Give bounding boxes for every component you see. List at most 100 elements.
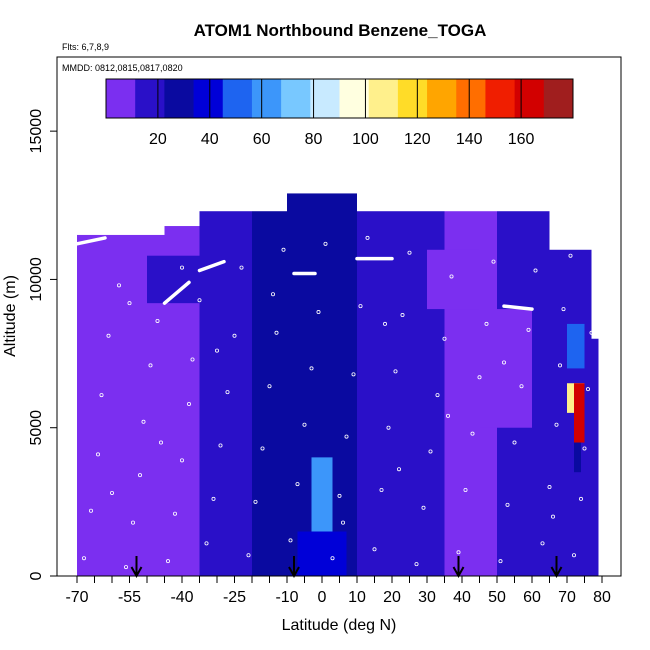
flight-track [75, 236, 107, 246]
sample-point [270, 292, 275, 297]
sample-point [117, 283, 122, 288]
flight-track [197, 259, 226, 273]
x-axis: -70 -55 -40 -25 -10 0 10 20 30 40 50 60 70 80 [57, 575, 621, 606]
colorbar-segment [310, 79, 340, 118]
sample-point [449, 274, 454, 279]
colorbar-tick-label: 60 [253, 131, 271, 148]
sample-point [281, 247, 286, 252]
sample-point [246, 553, 251, 558]
y-axis-label: Altitude (m) [2, 275, 19, 357]
sample-point [186, 401, 191, 406]
sample-point [561, 307, 566, 312]
sample-point [340, 520, 345, 525]
sample-point [582, 446, 587, 451]
sample-point [456, 550, 461, 555]
sample-point [106, 333, 111, 338]
heatmap-cell [567, 323, 585, 369]
sample-point [179, 265, 184, 270]
sample-point [533, 268, 538, 273]
colorbar-segment [106, 79, 136, 118]
y-tick-label: 15000 [28, 109, 45, 154]
sample-point [491, 259, 496, 264]
sample-point [260, 446, 265, 451]
sample-point [82, 556, 87, 561]
sample-point [323, 241, 328, 246]
heatmap-cell [574, 383, 585, 443]
sample-point [295, 482, 300, 487]
x-tick-label: 30 [418, 589, 436, 606]
colorbar-segment [193, 79, 224, 118]
heatmap-cell [357, 211, 410, 576]
x-tick-label: 80 [593, 589, 611, 606]
colorbar-segment [164, 79, 195, 118]
colorbar-tick-label: 100 [352, 131, 379, 148]
colorbar-segment [339, 79, 370, 118]
sample-point [421, 505, 426, 510]
sample-point [197, 298, 202, 303]
sample-point [232, 333, 237, 338]
sample-point [407, 250, 412, 255]
sample-point [130, 520, 135, 525]
sample-point [386, 425, 391, 430]
colorbar-segment [281, 79, 311, 118]
colorbar-segment [543, 79, 574, 118]
sample-point [572, 553, 577, 558]
sample-point [442, 336, 447, 341]
sample-point [137, 473, 142, 478]
sample-point [358, 304, 363, 309]
x-tick-label: -25 [223, 589, 246, 606]
x-tick-label: 10 [348, 589, 366, 606]
sample-point [551, 514, 556, 519]
sample-point [477, 375, 482, 380]
sample-point [253, 499, 258, 504]
x-tick-label: 60 [523, 589, 541, 606]
sample-point [172, 511, 177, 516]
flight-track [502, 304, 534, 311]
y-tick-label: 5000 [28, 410, 45, 446]
heatmap-cell [427, 249, 480, 310]
sample-point [484, 321, 489, 326]
sample-point [204, 541, 209, 546]
sample-point [267, 384, 272, 389]
x-axis-label: Latitude (deg N) [282, 617, 397, 634]
x-tick-label: 50 [488, 589, 506, 606]
sample-point [211, 496, 216, 501]
chart-title: ATOM1 Northbound Benzene_TOGA [194, 21, 487, 40]
sample-point [589, 330, 594, 335]
sample-point [148, 363, 153, 368]
sample-point [274, 330, 279, 335]
sample-point [316, 310, 321, 315]
sample-point [382, 321, 387, 326]
heatmap-cell [591, 338, 599, 576]
y-tick-label: 0 [28, 571, 45, 580]
heatmap-cells [77, 193, 599, 576]
sample-point [372, 547, 377, 552]
y-tick-label: 10000 [28, 257, 45, 302]
sample-point [337, 493, 342, 498]
sample-point [124, 565, 129, 570]
colorbar-tick-label: 140 [456, 131, 483, 148]
sample-point [428, 449, 433, 454]
x-tick-label: -40 [170, 589, 193, 606]
colorbar-tick-label: 160 [508, 131, 535, 148]
sample-point [218, 443, 223, 448]
sample-point [547, 485, 552, 490]
colorbar-tick-label: 20 [149, 131, 167, 148]
sample-point [110, 490, 115, 495]
sample-point [501, 360, 506, 365]
colorbar-segment [251, 79, 282, 118]
sample-point [365, 235, 370, 240]
sample-point [593, 274, 598, 279]
sample-point [214, 348, 219, 353]
x-tick-label: 0 [318, 589, 327, 606]
sample-point [526, 327, 531, 332]
sample-point [165, 559, 170, 564]
heatmap-cell [574, 442, 581, 473]
x-tick-label: 40 [453, 589, 471, 606]
dates-note: MMDD: 0812,0815,0817,0820 [62, 63, 183, 73]
sample-point [463, 487, 468, 492]
colorbar-segment [514, 79, 545, 118]
x-tick-label: -70 [65, 589, 88, 606]
heatmap-cell [297, 531, 347, 576]
heatmap-cell [479, 309, 532, 428]
